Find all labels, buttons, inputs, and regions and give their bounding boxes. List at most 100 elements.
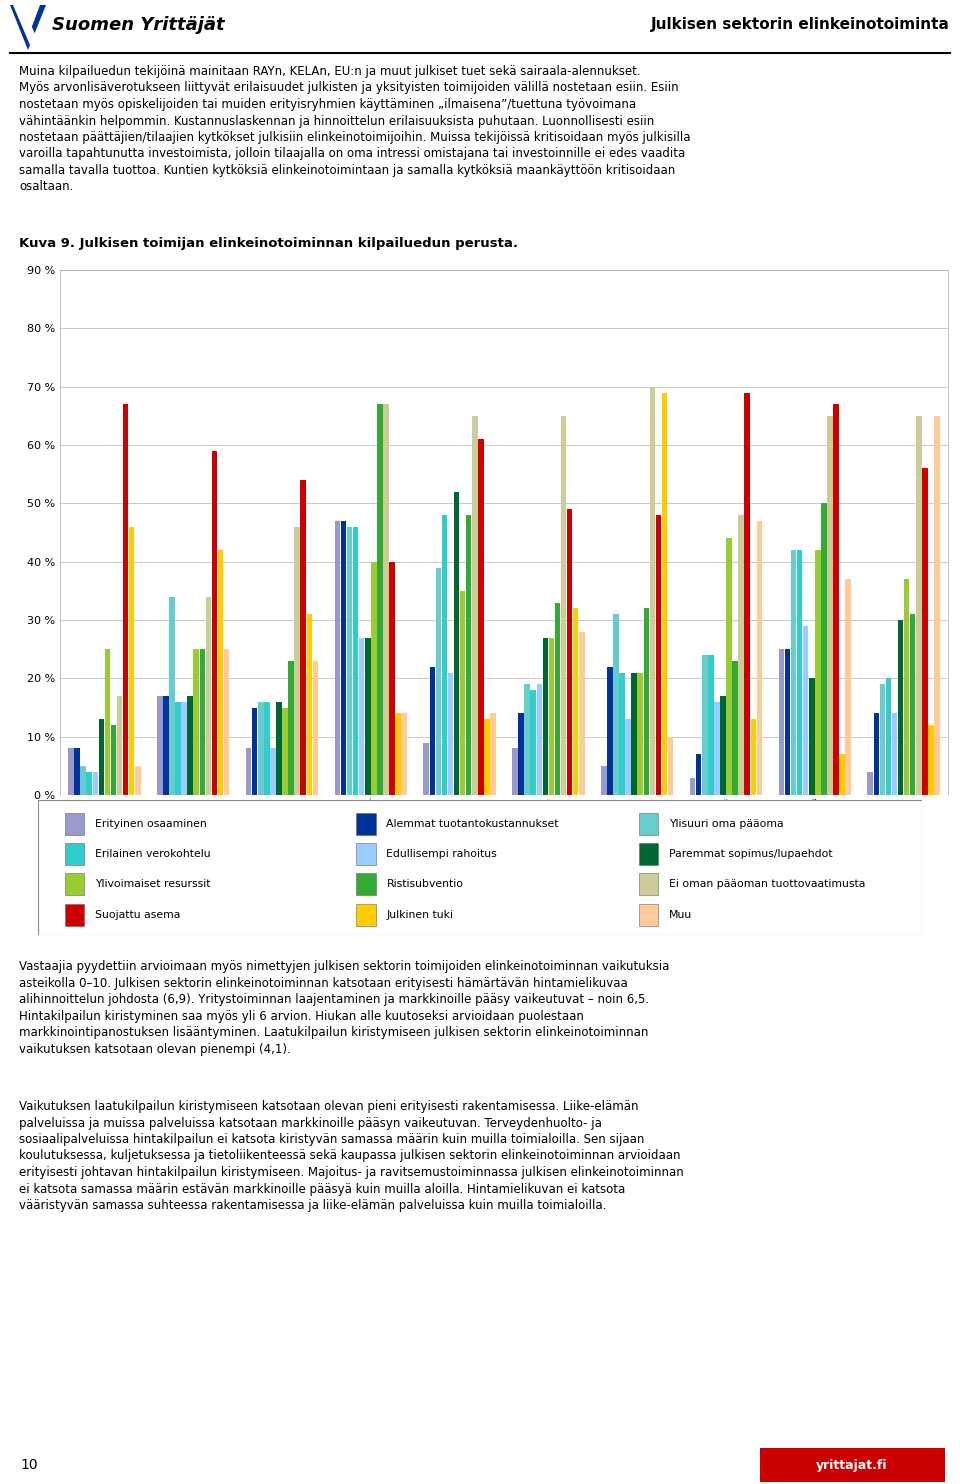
Bar <box>169 597 175 795</box>
Bar <box>637 672 643 795</box>
Bar <box>625 720 631 795</box>
Bar <box>513 748 517 795</box>
Bar <box>300 479 306 795</box>
Bar <box>117 696 122 795</box>
Bar <box>356 904 375 926</box>
Bar <box>928 726 934 795</box>
Text: Ristisubventio: Ristisubventio <box>386 879 464 889</box>
Bar <box>135 766 140 795</box>
Bar <box>643 608 649 795</box>
Bar <box>335 521 340 795</box>
Bar <box>639 873 659 895</box>
Bar <box>542 638 548 795</box>
Bar <box>898 620 903 795</box>
Text: Alemmat tuotantokustannukset: Alemmat tuotantokustannukset <box>386 819 559 830</box>
Bar <box>447 672 453 795</box>
Bar <box>356 843 375 865</box>
Bar <box>904 579 909 795</box>
Bar <box>282 708 288 795</box>
Bar <box>436 567 442 795</box>
Bar <box>442 515 447 795</box>
Bar <box>288 660 294 795</box>
Bar <box>466 515 471 795</box>
Bar <box>359 638 365 795</box>
Bar <box>157 696 162 795</box>
Bar <box>372 561 376 795</box>
Text: Ylisuuri oma pääoma: Ylisuuri oma pääoma <box>669 819 783 830</box>
Bar <box>821 503 827 795</box>
Bar <box>110 726 116 795</box>
Bar <box>828 416 832 795</box>
Bar <box>639 813 659 835</box>
Bar <box>252 708 257 795</box>
Bar <box>491 714 495 795</box>
Bar <box>561 416 566 795</box>
Bar <box>341 521 347 795</box>
Bar <box>65 843 84 865</box>
Text: Suomen Yrittäjät: Suomen Yrittäjät <box>52 16 225 34</box>
Bar <box>756 521 762 795</box>
Bar <box>347 527 352 795</box>
Bar <box>163 696 169 795</box>
Bar <box>92 772 98 795</box>
Bar <box>727 539 732 795</box>
Bar <box>86 772 92 795</box>
Bar <box>934 416 940 795</box>
Bar <box>738 515 744 795</box>
Bar <box>779 649 784 795</box>
Bar <box>639 843 659 865</box>
Bar <box>74 748 80 795</box>
Bar <box>187 696 193 795</box>
Text: Julkinen tuki: Julkinen tuki <box>386 910 453 920</box>
Bar <box>690 778 695 795</box>
Text: yrittajat.fi: yrittajat.fi <box>816 1459 888 1472</box>
Bar <box>760 1448 945 1483</box>
Bar <box>566 509 572 795</box>
Bar <box>401 714 407 795</box>
Bar <box>537 684 542 795</box>
Bar <box>99 720 104 795</box>
Bar <box>65 873 84 895</box>
Text: 10: 10 <box>20 1457 37 1472</box>
Bar <box>65 813 84 835</box>
Bar <box>205 597 211 795</box>
Bar <box>105 649 110 795</box>
Bar <box>524 684 530 795</box>
Bar <box>619 672 625 795</box>
Bar <box>868 772 873 795</box>
Bar <box>632 672 636 795</box>
Bar <box>797 551 803 795</box>
Bar <box>714 702 720 795</box>
Bar <box>313 660 318 795</box>
Bar <box>892 714 898 795</box>
Bar <box>839 754 845 795</box>
Bar <box>573 608 579 795</box>
Bar <box>732 660 738 795</box>
Bar <box>429 666 435 795</box>
Bar <box>200 649 205 795</box>
Bar <box>472 416 477 795</box>
Text: Paremmat sopimus/lupaehdot: Paremmat sopimus/lupaehdot <box>669 849 832 859</box>
Bar <box>916 416 922 795</box>
Bar <box>194 649 199 795</box>
Text: Julkisen sektorin elinkeinotoiminta: Julkisen sektorin elinkeinotoiminta <box>651 18 950 33</box>
Text: Vaikutuksen laatukilpailun kiristymiseen katsotaan olevan pieni erityisesti rake: Vaikutuksen laatukilpailun kiristymiseen… <box>19 1100 684 1212</box>
Bar <box>129 527 134 795</box>
Text: Suojattu asema: Suojattu asema <box>95 910 180 920</box>
Bar <box>460 591 466 795</box>
Bar <box>218 551 224 795</box>
Bar <box>846 579 851 795</box>
Bar <box>65 904 84 926</box>
Bar <box>377 404 383 795</box>
Bar <box>696 754 702 795</box>
Text: Ylivoimaiset resurssit: Ylivoimaiset resurssit <box>95 879 210 889</box>
Bar <box>356 813 375 835</box>
Bar <box>886 678 891 795</box>
Bar <box>668 736 673 795</box>
Bar <box>365 638 371 795</box>
Bar <box>833 404 839 795</box>
Text: Erityinen osaaminen: Erityinen osaaminen <box>95 819 206 830</box>
Bar <box>295 527 300 795</box>
Bar <box>68 748 74 795</box>
Bar <box>270 748 276 795</box>
